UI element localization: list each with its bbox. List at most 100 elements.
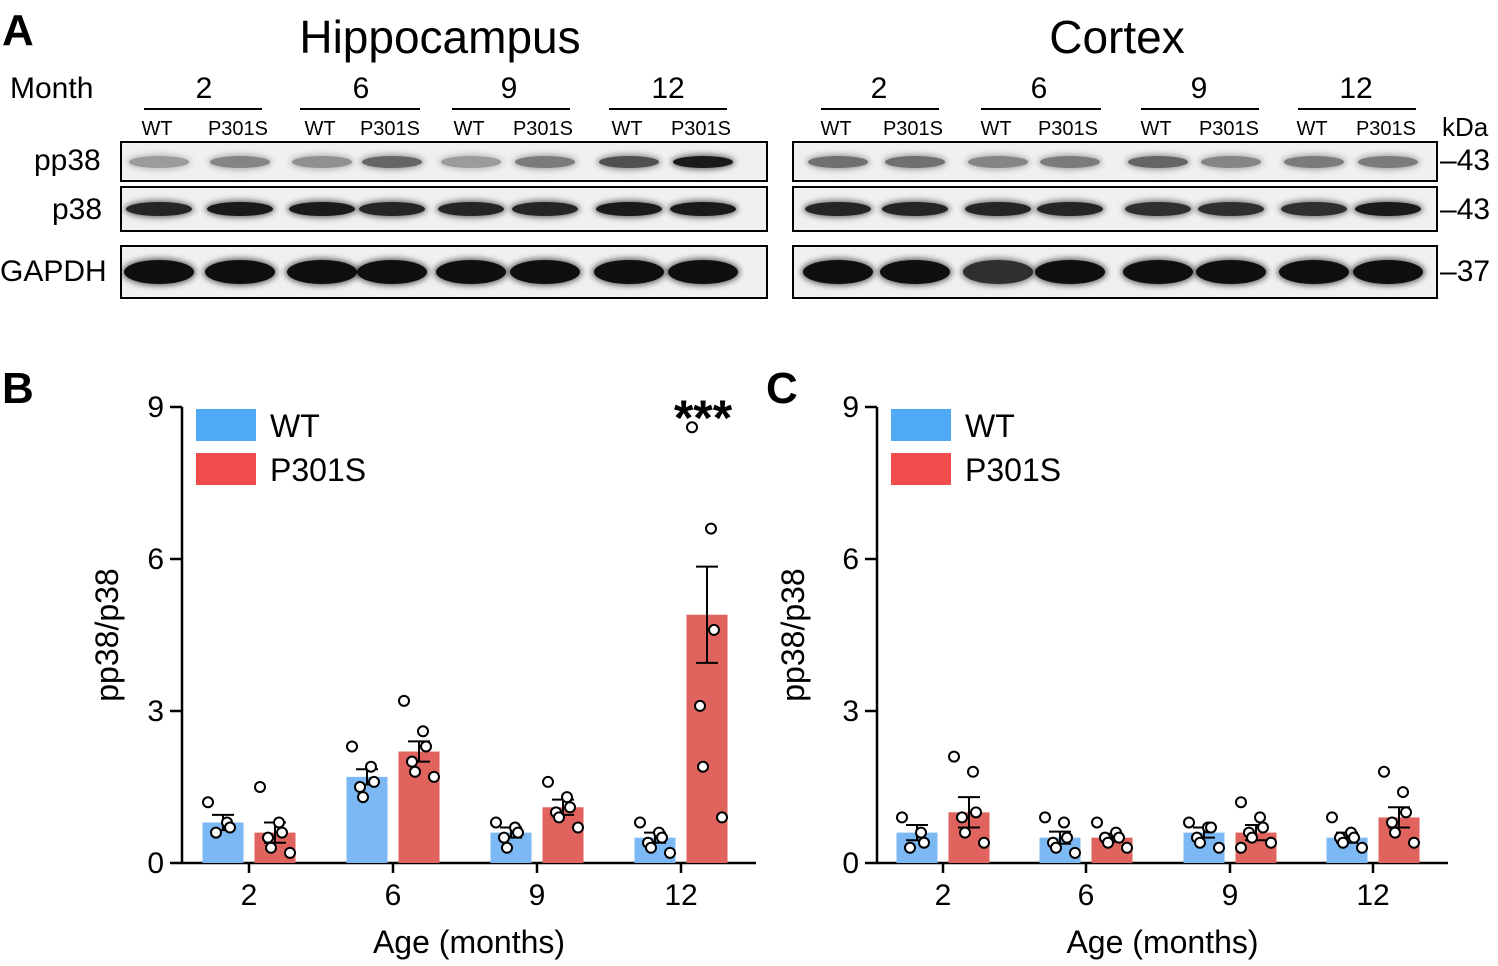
hippo-month-12: 12 [651,72,685,105]
kda-marker-pp38: –43 [1440,144,1491,177]
lane-label-p301s: P301S [1355,118,1417,140]
data-point [634,816,646,829]
lane-label-wt: WT [1296,118,1328,140]
blot-band [1123,260,1193,284]
blot-band [1035,260,1105,284]
blot-cortex-p38 [792,186,1438,232]
blot-band [438,202,504,216]
blot-hippocampus-pp38 [120,141,768,182]
x-tick-label: 12 [1356,879,1389,912]
data-point [694,699,706,712]
hippo-month-2: 2 [195,72,213,105]
blot-band [670,202,736,216]
blot-band [292,155,352,168]
legend-label-wt: WT [270,408,320,444]
blot-band [965,202,1031,216]
kda-marker-p38: –43 [1440,193,1491,226]
x-tick-label: 2 [241,879,258,912]
blot-band [287,260,357,284]
row-label-pp38: pp38 [34,144,101,177]
lane-label-wt: WT [304,118,336,140]
x-axis-label: Age (months) [373,924,565,960]
data-point [948,750,960,763]
lane-label-p301s: P301S [1037,118,1099,140]
lane-label-wt: WT [141,118,173,140]
data-point [716,811,728,824]
lane-label-wt: WT [1140,118,1172,140]
blot-band [594,260,664,284]
blot-band [1037,202,1103,216]
blot-band [441,155,501,168]
kda-marker-gapdh: –37 [1440,255,1491,288]
legend-swatch-p301s [891,453,951,485]
month-bracket [1141,108,1259,110]
data-point [1121,841,1133,854]
blot-band [1198,202,1264,216]
blot-cortex-gapdh [792,245,1438,299]
panel-letter-a: A [2,6,34,55]
significance-annotation: *** [674,390,733,446]
lane-label-p301s: P301S [1198,118,1260,140]
data-point [1069,846,1081,859]
data-point [645,841,657,854]
x-tick-label: 6 [385,879,402,912]
blot-band [210,155,270,168]
lane-label-p301s: P301S [670,118,732,140]
blot-band [1284,155,1344,168]
y-tick-label: 9 [842,391,859,424]
y-tick-label: 3 [842,695,859,728]
lane-label-p301s: P301S [207,118,269,140]
data-point [1254,811,1266,824]
data-point [1183,816,1195,829]
data-point [354,781,366,793]
blot-band [1281,202,1347,216]
blot-band [515,155,575,168]
blot-band [289,202,355,216]
data-point [1378,765,1390,778]
data-point [346,740,358,753]
data-point [656,831,668,844]
blot-band [1201,155,1261,168]
blot-band [880,260,950,284]
lane-label-p301s: P301S [512,118,574,140]
data-point [1050,841,1062,854]
blot-band [968,155,1028,168]
blot-band [668,260,738,284]
data-point [1397,786,1409,799]
data-point [970,806,982,819]
y-axis-label: pp38/p38 [89,568,125,701]
data-point [1389,826,1401,839]
data-point [417,725,429,738]
y-axis-label: pp38/p38 [775,568,811,701]
y-tick-label: 6 [842,543,859,576]
x-tick-label: 12 [664,879,697,912]
data-point [1205,821,1217,834]
data-point [420,740,432,753]
x-tick-label: 6 [1078,879,1095,912]
blot-band [436,260,506,284]
lane-label-p301s: P301S [882,118,944,140]
data-point [542,775,554,788]
data-point [276,826,288,839]
data-point [1326,811,1338,824]
data-point [365,760,377,773]
blot-hippocampus-p38 [120,186,768,232]
y-tick-label: 0 [147,847,164,880]
data-point [368,775,380,788]
blot-band [963,260,1033,284]
x-tick-label: 9 [1222,879,1239,912]
data-point [1386,816,1398,829]
data-point [1091,816,1103,829]
lane-label-wt: WT [453,118,485,140]
y-tick-label: 0 [842,847,859,880]
cortex-month-6: 6 [1030,72,1048,105]
data-point [1257,821,1269,834]
data-point [686,421,698,434]
data-point [512,826,524,839]
data-point [1194,836,1206,849]
x-tick-label: 9 [529,879,546,912]
data-point [406,755,418,768]
lane-label-p301s: P301S [359,118,421,140]
month-bracket [144,108,262,110]
hippo-month-6: 6 [352,72,370,105]
